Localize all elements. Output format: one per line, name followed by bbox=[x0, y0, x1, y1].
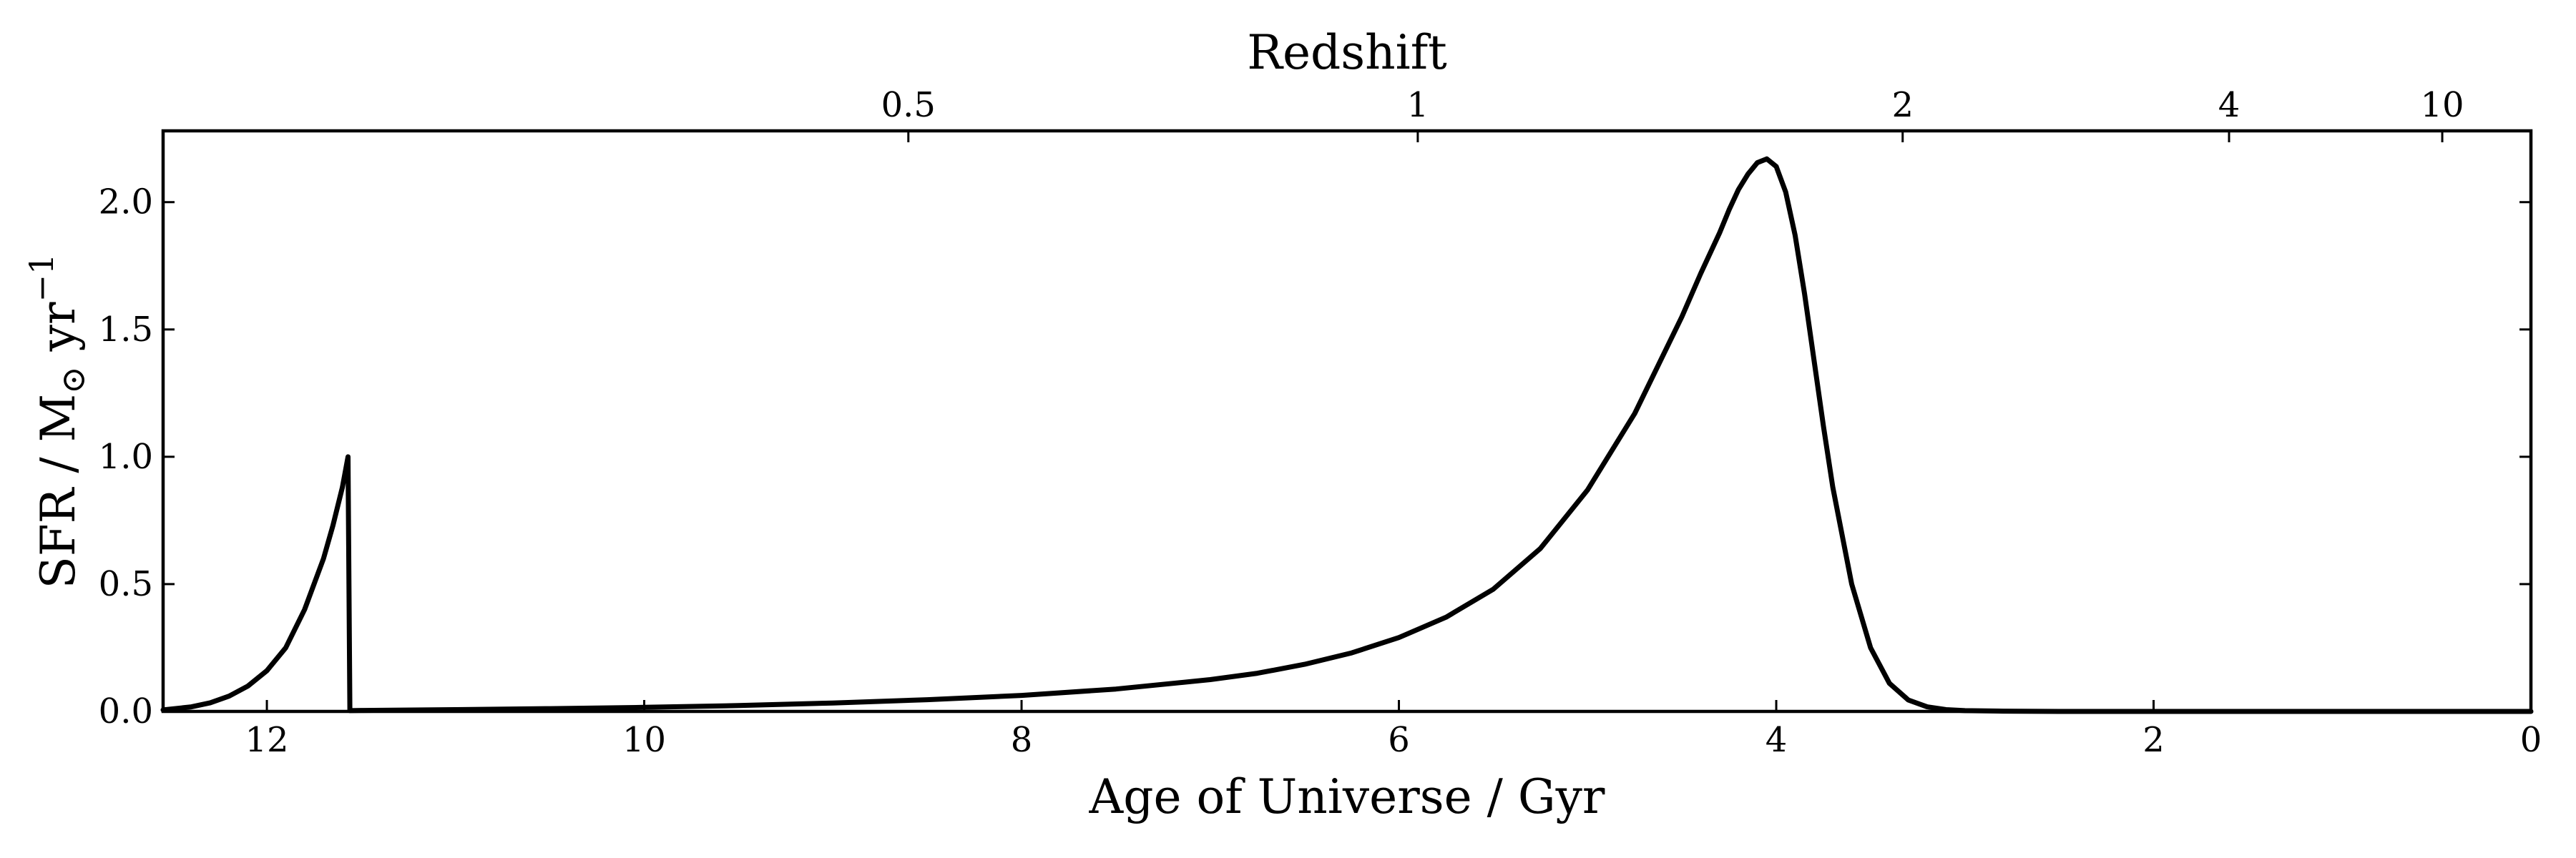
x-tick-label: 12 bbox=[245, 720, 289, 760]
x-axis-title: Age of Universe / Gyr bbox=[1089, 769, 1605, 824]
ticks bbox=[163, 131, 2532, 713]
y-tick-label: 0.0 bbox=[99, 691, 153, 731]
y-tick-label: 1.5 bbox=[99, 310, 153, 350]
sfr-series-line bbox=[160, 156, 2534, 714]
tick-labels: 12 10 8 6 4 2 00.00.51.01.52.00.5 1 2 4 10 bbox=[99, 85, 2542, 760]
top-tick-label: 1 bbox=[1407, 85, 1429, 125]
top-tick-label: 4 bbox=[2218, 85, 2240, 125]
y-tick-label: 0.5 bbox=[99, 564, 153, 604]
top-axis-title: Redshift bbox=[1247, 25, 1446, 80]
top-tick-label: 0.5 bbox=[881, 85, 936, 125]
x-tick-label: 2 bbox=[2142, 720, 2165, 760]
plot-frame bbox=[161, 129, 2533, 714]
x-tick-label: 10 bbox=[622, 720, 666, 760]
x-tick-label: 0 bbox=[2520, 720, 2542, 760]
x-tick-label: 6 bbox=[1388, 720, 1410, 760]
y-axis-title-main: SFR / M bbox=[31, 394, 86, 588]
top-tick-label: 2 bbox=[1891, 85, 1914, 125]
y-tick-label: 2.0 bbox=[99, 182, 153, 222]
x-tick-label: 8 bbox=[1011, 720, 1033, 760]
y-tick-label: 1.0 bbox=[99, 437, 153, 477]
top-tick-label: 10 bbox=[2421, 85, 2464, 125]
x-tick-label: 4 bbox=[1766, 720, 1788, 760]
y-axis-title-mid: yr bbox=[31, 302, 86, 366]
y-axis-title: SFR / M⊙ yr−1 bbox=[22, 254, 92, 589]
y-axis-title-sup: −1 bbox=[22, 254, 61, 302]
y-axis-title-sub: ⊙ bbox=[54, 366, 92, 394]
